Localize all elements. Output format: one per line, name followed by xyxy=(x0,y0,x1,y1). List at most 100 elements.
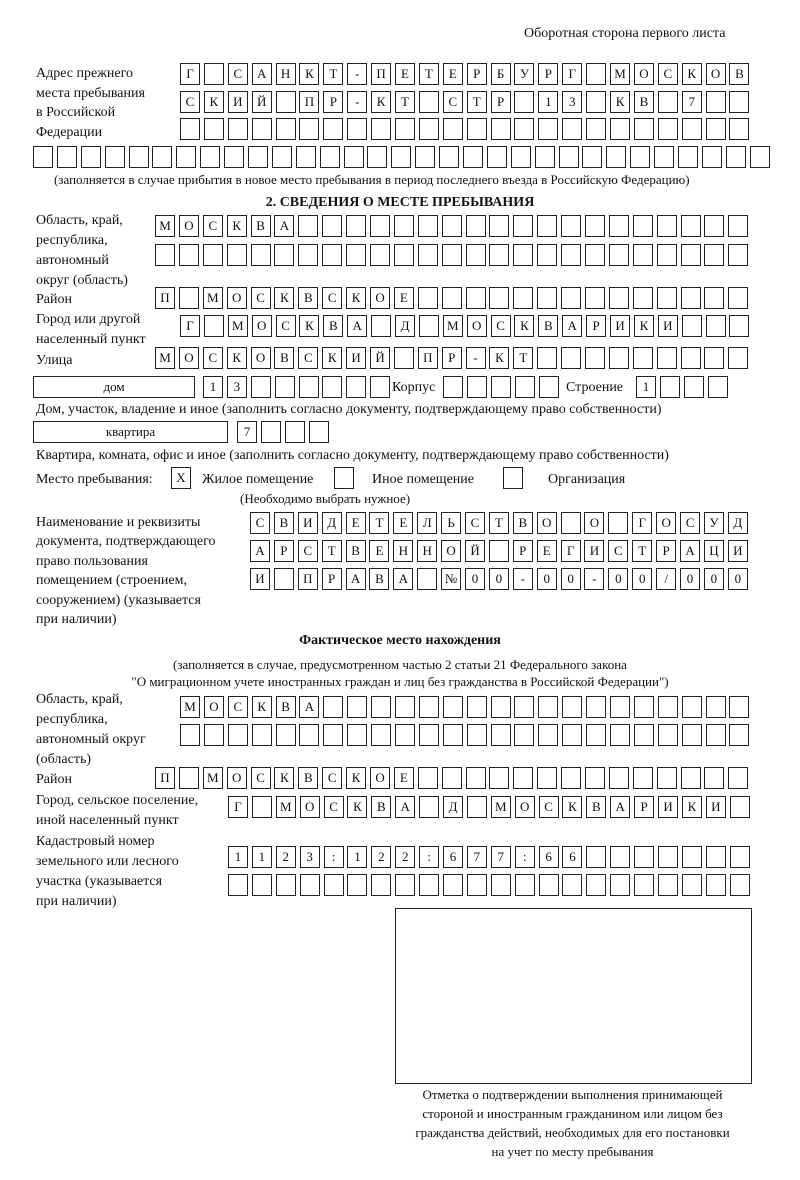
char-cell[interactable]: М xyxy=(490,796,511,818)
char-cell[interactable] xyxy=(513,287,534,309)
char-cell[interactable]: Ц xyxy=(703,540,724,562)
char-cell[interactable] xyxy=(441,244,462,266)
char-cell[interactable] xyxy=(562,874,583,896)
char-cell[interactable]: - xyxy=(512,568,533,590)
char-cell[interactable] xyxy=(466,376,487,398)
char-cell[interactable]: Д xyxy=(395,315,416,337)
char-cell[interactable]: Р xyxy=(538,63,559,85)
char-cell[interactable] xyxy=(465,287,486,309)
char-cell[interactable] xyxy=(632,347,653,369)
char-cell[interactable] xyxy=(632,244,653,266)
char-cell[interactable]: 0 xyxy=(608,568,629,590)
char-cell[interactable] xyxy=(370,244,391,266)
char-cell[interactable] xyxy=(322,215,343,237)
char-cell[interactable] xyxy=(178,767,199,789)
char-cell[interactable] xyxy=(728,244,749,266)
char-cell[interactable]: К xyxy=(226,347,247,369)
char-cell[interactable]: Т xyxy=(323,63,344,85)
char-cell[interactable] xyxy=(683,376,704,398)
char-cell[interactable] xyxy=(415,146,436,168)
char-cell[interactable]: 1 xyxy=(538,91,559,113)
char-cell[interactable] xyxy=(632,767,653,789)
char-cell[interactable]: П xyxy=(417,347,438,369)
char-cell[interactable] xyxy=(513,767,534,789)
char-cell[interactable] xyxy=(656,767,677,789)
char-cell[interactable]: / xyxy=(656,568,677,590)
char-cell[interactable] xyxy=(466,724,487,746)
char-cell[interactable] xyxy=(323,874,344,896)
char-cell[interactable] xyxy=(417,287,438,309)
char-cell[interactable] xyxy=(729,315,750,337)
char-cell[interactable] xyxy=(275,724,296,746)
char-cell[interactable] xyxy=(586,118,607,140)
char-cell[interactable]: Р xyxy=(321,568,342,590)
char-cell[interactable] xyxy=(513,215,534,237)
char-cell[interactable] xyxy=(729,724,750,746)
char-cell[interactable]: А xyxy=(393,568,414,590)
char-cell[interactable]: Р xyxy=(323,91,344,113)
char-cell[interactable] xyxy=(203,118,224,140)
char-cell[interactable] xyxy=(200,146,221,168)
char-cell[interactable] xyxy=(608,287,629,309)
char-cell[interactable] xyxy=(323,118,344,140)
char-cell[interactable]: Р xyxy=(273,540,294,562)
char-cell[interactable] xyxy=(486,146,507,168)
char-cell[interactable] xyxy=(298,215,319,237)
char-cell[interactable]: А xyxy=(395,796,416,818)
char-cell[interactable] xyxy=(371,724,392,746)
char-cell[interactable] xyxy=(56,146,77,168)
char-cell[interactable]: И xyxy=(705,796,726,818)
char-cell[interactable]: 0 xyxy=(632,568,653,590)
char-cell[interactable] xyxy=(537,347,558,369)
char-cell[interactable] xyxy=(418,118,439,140)
char-cell[interactable] xyxy=(728,215,749,237)
char-cell[interactable]: С xyxy=(250,767,271,789)
char-cell[interactable]: - xyxy=(465,347,486,369)
char-cell[interactable] xyxy=(248,146,269,168)
char-cell[interactable]: С xyxy=(180,91,200,113)
char-cell[interactable]: В xyxy=(512,512,533,534)
char-cell[interactable]: И xyxy=(297,512,318,534)
char-cell[interactable] xyxy=(251,874,272,896)
char-cell[interactable] xyxy=(514,874,535,896)
char-cell[interactable] xyxy=(510,146,531,168)
char-cell[interactable] xyxy=(284,421,305,443)
char-cell[interactable] xyxy=(465,767,486,789)
char-cell[interactable]: В xyxy=(538,315,559,337)
char-cell[interactable] xyxy=(490,874,511,896)
char-cell[interactable] xyxy=(538,724,559,746)
option-checkbox[interactable]: X xyxy=(171,467,191,489)
char-cell[interactable] xyxy=(729,846,750,868)
char-cell[interactable] xyxy=(370,215,391,237)
char-cell[interactable] xyxy=(295,146,316,168)
char-cell[interactable] xyxy=(562,696,583,718)
char-cell[interactable]: Т xyxy=(488,512,509,534)
char-cell[interactable]: П xyxy=(155,767,175,789)
char-cell[interactable] xyxy=(80,146,101,168)
char-cell[interactable]: 7 xyxy=(237,421,257,443)
char-cell[interactable] xyxy=(680,215,701,237)
char-cell[interactable] xyxy=(489,767,510,789)
char-cell[interactable] xyxy=(180,724,200,746)
char-cell[interactable] xyxy=(657,118,678,140)
char-cell[interactable] xyxy=(299,724,320,746)
char-cell[interactable] xyxy=(656,287,677,309)
char-cell[interactable]: В xyxy=(345,540,366,562)
char-cell[interactable]: - xyxy=(347,63,368,85)
char-cell[interactable] xyxy=(606,146,627,168)
char-cell[interactable] xyxy=(514,91,535,113)
char-cell[interactable]: 2 xyxy=(395,846,416,868)
char-cell[interactable]: Т xyxy=(321,540,342,562)
char-cell[interactable]: 6 xyxy=(562,846,583,868)
char-cell[interactable]: Д xyxy=(321,512,342,534)
char-cell[interactable]: Р xyxy=(441,347,462,369)
char-cell[interactable] xyxy=(442,118,463,140)
char-cell[interactable]: В xyxy=(323,315,344,337)
char-cell[interactable] xyxy=(728,347,749,369)
char-cell[interactable] xyxy=(441,767,462,789)
char-cell[interactable] xyxy=(393,244,414,266)
char-cell[interactable] xyxy=(634,846,655,868)
char-cell[interactable] xyxy=(274,376,295,398)
char-cell[interactable]: Й xyxy=(370,347,391,369)
char-cell[interactable] xyxy=(489,287,510,309)
